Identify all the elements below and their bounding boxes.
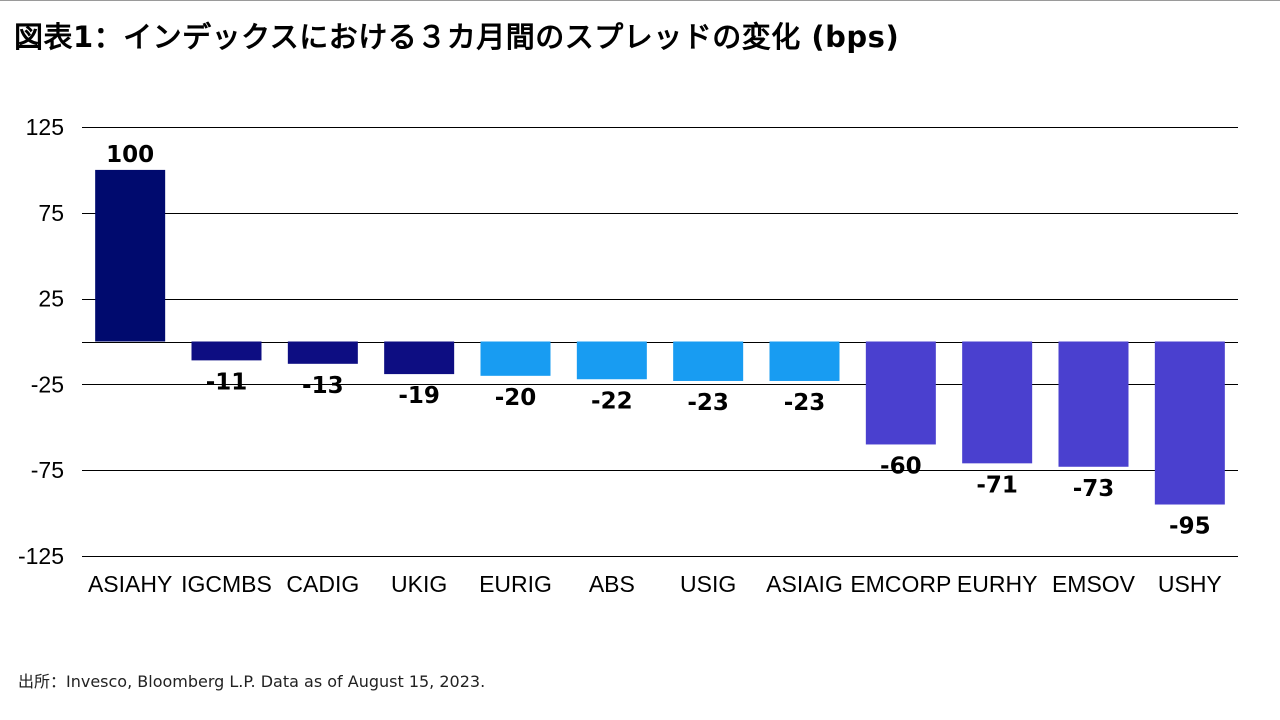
data-labels: 100 -11 -13 -19 -20 -22 -23 -23 -60 -71 -73 -95 — [106, 142, 1210, 540]
top-divider — [0, 0, 1280, 1]
bar-eurig — [480, 341, 551, 376]
y-tick-label: 25 — [38, 286, 64, 312]
y-tick-label: -125 — [18, 543, 64, 569]
bar-usig — [673, 341, 744, 381]
x-tick-label-emcorp: EMCORP — [850, 571, 951, 597]
bar-emcorp — [865, 341, 936, 445]
x-tick-label-eurig: EURIG — [479, 571, 552, 597]
x-tick-label-emsov: EMSOV — [1052, 571, 1136, 597]
x-tick-label-asiahy: ASIAHY — [88, 571, 172, 597]
data-label-usig: -23 — [687, 390, 729, 416]
data-label-emcorp: -60 — [880, 453, 922, 479]
bar-ushy — [1154, 341, 1225, 505]
data-label-ushy: -95 — [1169, 514, 1211, 540]
x-tick-label-usig: USIG — [680, 571, 736, 597]
gridlines — [82, 127, 1238, 557]
chart-title: 図表1：インデックスにおける３カ月間のスプレッドの変化 (bps) — [14, 20, 900, 54]
bars — [95, 169, 1225, 505]
x-tick-label-cadig: CADIG — [286, 571, 359, 597]
source-note: 出所：Invesco, Bloomberg L.P. Data as of Au… — [18, 672, 486, 691]
bar-abs — [576, 341, 647, 380]
data-label-asiaig: -23 — [784, 390, 826, 416]
y-tick-label: -75 — [31, 457, 64, 483]
x-axis-ticks: ASIAHY IGCMBS CADIG UKIG EURIG ABS USIG ASIAIG E… — [88, 571, 1222, 597]
y-tick-label: -25 — [31, 371, 64, 397]
bar-cadig — [287, 341, 358, 364]
x-tick-label-ushy: USHY — [1158, 571, 1222, 597]
x-tick-label-ukig: UKIG — [391, 571, 447, 597]
data-label-eurig: -20 — [495, 385, 537, 411]
bar-asiaig — [769, 341, 840, 381]
bar-asiahy — [95, 169, 166, 342]
data-label-asiahy: 100 — [106, 142, 154, 168]
bar-eurhy — [962, 341, 1033, 464]
y-axis-ticks: 125 75 25 -25 -75 -125 — [18, 114, 64, 569]
bar-ukig — [384, 341, 455, 375]
x-tick-label-eurhy: EURHY — [957, 571, 1038, 597]
x-tick-label-asiaig: ASIAIG — [766, 571, 843, 597]
data-label-ukig: -19 — [398, 383, 440, 409]
data-label-igcmbs: -11 — [206, 369, 248, 395]
bar-emsov — [1058, 341, 1129, 467]
data-label-cadig: -13 — [302, 373, 344, 399]
x-tick-label-abs: ABS — [589, 571, 635, 597]
y-tick-label: 75 — [38, 200, 64, 226]
data-label-abs: -22 — [591, 388, 633, 414]
bar-igcmbs — [191, 341, 262, 361]
y-tick-label: 125 — [26, 114, 64, 140]
data-label-emsov: -73 — [1073, 476, 1115, 502]
data-label-eurhy: -71 — [976, 472, 1018, 498]
x-tick-label-igcmbs: IGCMBS — [181, 571, 272, 597]
